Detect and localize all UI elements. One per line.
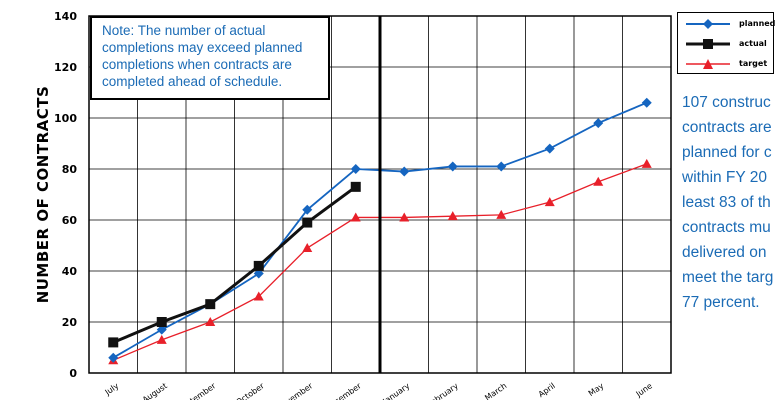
legend-item-actual: actual (684, 37, 772, 51)
data-point-target (593, 176, 604, 186)
x-tick-label: December (324, 381, 364, 400)
data-point-planned (496, 161, 507, 172)
x-tick-label: January (381, 381, 412, 400)
side-text-line: meet the targ (682, 269, 774, 286)
square-marker-icon (686, 39, 730, 49)
data-point-target (641, 158, 652, 168)
side-text-line: delivered on (682, 244, 767, 261)
side-text-line: least 83 of th (682, 194, 771, 211)
x-tick-label: May (587, 381, 606, 398)
data-point-planned (544, 143, 555, 154)
y-tick-label: 100 (54, 112, 77, 125)
y-tick-label: 60 (62, 214, 78, 227)
x-tick-label: March (483, 381, 508, 400)
y-tick-label: 0 (69, 367, 77, 380)
data-point-target (399, 212, 410, 222)
data-point-actual (156, 317, 167, 327)
data-point-planned (302, 204, 313, 215)
data-point-target (302, 243, 313, 253)
y-tick-label: 80 (62, 163, 78, 176)
side-text-line: within FY 20 (682, 169, 768, 186)
legend-label-planned: planned (739, 19, 776, 28)
legend-label-target: target (739, 59, 768, 68)
side-text: 107 construc contracts are planned for c wi… (682, 90, 778, 315)
triangle-marker-icon (686, 59, 730, 69)
data-point-target (205, 317, 216, 326)
data-point-planned (253, 268, 264, 279)
y-tick-label: 140 (54, 10, 77, 23)
side-text-line: contracts mu (682, 219, 771, 236)
data-point-target (496, 209, 507, 219)
series-line-actual (112, 185, 357, 344)
data-point-target (544, 197, 555, 207)
data-point-planned (108, 352, 119, 363)
x-tick-label: June (634, 381, 654, 399)
legend-item-target: target (684, 57, 772, 71)
x-tick-label: October (235, 381, 267, 400)
note-box: Note: The number of actual completions m… (90, 16, 330, 100)
y-tick-label: 120 (54, 61, 77, 74)
data-point-actual (253, 260, 264, 271)
side-text-line: 107 construc (682, 94, 771, 111)
legend: planned actual target (677, 12, 776, 74)
x-tick-label: November (275, 381, 315, 400)
data-point-actual (205, 299, 216, 310)
diamond-marker-icon (686, 19, 730, 29)
x-tick-label: February (426, 381, 460, 400)
data-point-target (156, 334, 167, 344)
data-point-actual (302, 217, 313, 228)
y-tick-label: 40 (62, 265, 78, 278)
data-point-target (447, 211, 458, 221)
data-point-actual (350, 181, 361, 192)
x-tick-label: August (141, 381, 169, 400)
data-point-planned (350, 164, 361, 174)
y-tick-label: 20 (62, 316, 78, 329)
y-tick-labels: 0 20 40 60 80 100 120 140 (54, 10, 77, 380)
data-point-target (350, 212, 361, 222)
x-tick-label: July (103, 381, 121, 397)
x-tick-labels: July August September October November Decemb… (103, 381, 654, 400)
data-point-planned (399, 166, 410, 177)
data-point-target (253, 291, 264, 301)
legend-label-actual: actual (739, 39, 767, 48)
data-point-planned (156, 324, 167, 335)
y-axis-label: NUMBER OF CONTRACTS (34, 86, 52, 304)
side-text-line: 77 percent. (682, 294, 760, 311)
legend-item-planned: planned (684, 17, 776, 31)
data-point-planned (593, 118, 604, 129)
x-tick-label: September (176, 381, 218, 400)
x-tick-label: April (537, 381, 557, 399)
data-point-planned (641, 97, 652, 108)
data-point-planned (447, 161, 458, 172)
side-text-line: contracts are (682, 119, 772, 136)
data-point-actual (108, 337, 119, 348)
side-text-line: planned for c (682, 144, 772, 161)
